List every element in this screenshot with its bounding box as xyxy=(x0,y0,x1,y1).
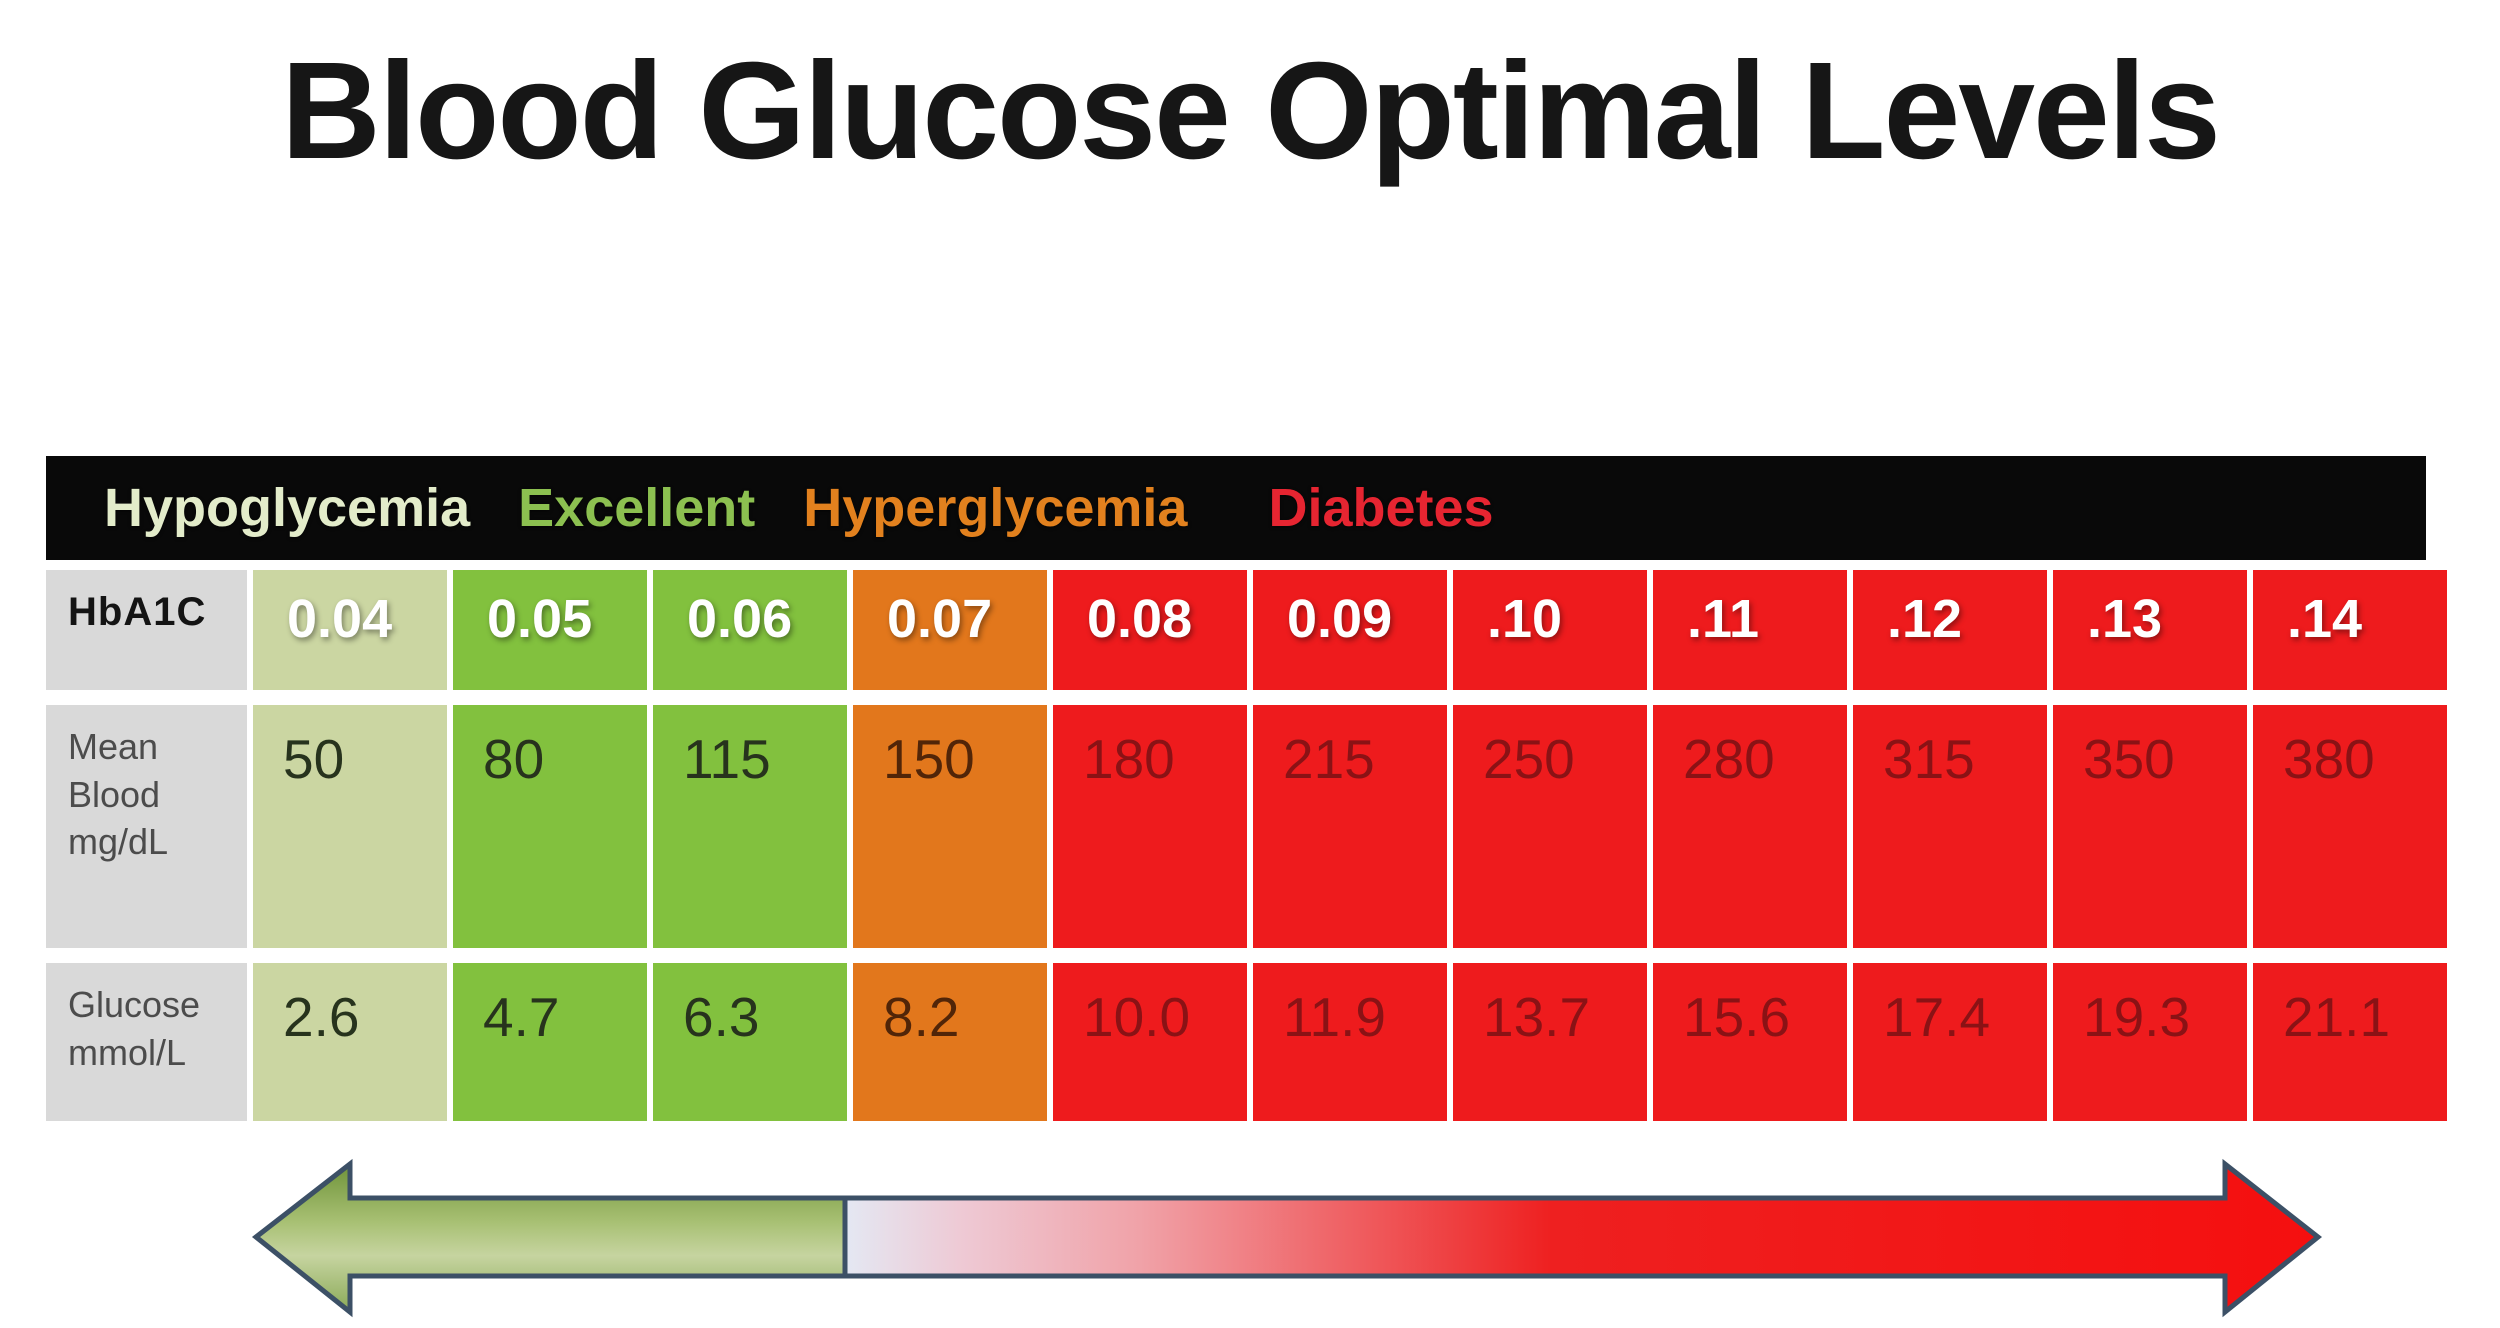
zone-label-excellent: Excellent xyxy=(518,478,756,538)
table-cell: 15.6 xyxy=(1653,963,1847,1121)
page-title: Blood Glucose Optimal Levels xyxy=(281,34,2221,188)
table-cell: 0.05 xyxy=(453,570,647,690)
table-cell: 6.3 xyxy=(653,963,847,1121)
table-cell: 0.07 xyxy=(853,570,1047,690)
table-cell: 0.04 xyxy=(253,570,447,690)
table-cell: 80 xyxy=(453,705,647,948)
table-cell: 2.6 xyxy=(253,963,447,1121)
zone-label-hypoglycemia: Hypoglycemia xyxy=(104,478,471,538)
table-cell: 50 xyxy=(253,705,447,948)
row-label: Mean Blood mg/dL xyxy=(46,705,247,948)
table-cell: 11.9 xyxy=(1253,963,1447,1121)
table-cell: .10 xyxy=(1453,570,1647,690)
table-cell: 17.4 xyxy=(1853,963,2047,1121)
table-cell: 0.06 xyxy=(653,570,847,690)
row-label: Glucose mmol/L xyxy=(46,963,247,1121)
zone-legend: Hypoglycemia Excellent Hyperglycemia Diabet… xyxy=(46,456,2426,560)
severity-range-arrow xyxy=(251,1158,2323,1318)
table-cell: 0.09 xyxy=(1253,570,1447,690)
table-cell: 8.2 xyxy=(853,963,1047,1121)
table-cell: 10.0 xyxy=(1053,963,1247,1121)
table-cell: 315 xyxy=(1853,705,2047,948)
table-cell: 380 xyxy=(2253,705,2447,948)
table-cell: 21.1 xyxy=(2253,963,2447,1121)
table-cell: 250 xyxy=(1453,705,1647,948)
glucose-table-wrap: Hypoglycemia Excellent Hyperglycemia Diabet… xyxy=(46,456,2447,1121)
table-cell: 13.7 xyxy=(1453,963,1647,1121)
glucose-table: HbA1C 0.04 0.05 0.06 0.07 0.08 0.09.10.11.12.1… xyxy=(46,570,2447,1121)
arrow-red-segment xyxy=(842,1158,2323,1318)
table-cell: 180 xyxy=(1053,705,1247,948)
zone-label-hyperglycemia: Hyperglycemia xyxy=(803,478,1188,538)
table-cell: .11 xyxy=(1653,570,1847,690)
table-cell: .12 xyxy=(1853,570,2047,690)
row-label: HbA1C xyxy=(46,570,247,690)
table-cell: .13 xyxy=(2053,570,2247,690)
table-cell: 115 xyxy=(653,705,847,948)
table-cell: 350 xyxy=(2053,705,2247,948)
table-cell: 19.3 xyxy=(2053,963,2247,1121)
table-cell: 4.7 xyxy=(453,963,647,1121)
table-cell: .14 xyxy=(2253,570,2447,690)
zone-label-diabetes: Diabetes xyxy=(1268,478,1494,538)
table-cell: 280 xyxy=(1653,705,1847,948)
table-cell: 0.08 xyxy=(1053,570,1247,690)
arrow-green-segment xyxy=(251,1158,848,1318)
table-cell: 150 xyxy=(853,705,1047,948)
table-cell: 215 xyxy=(1253,705,1447,948)
